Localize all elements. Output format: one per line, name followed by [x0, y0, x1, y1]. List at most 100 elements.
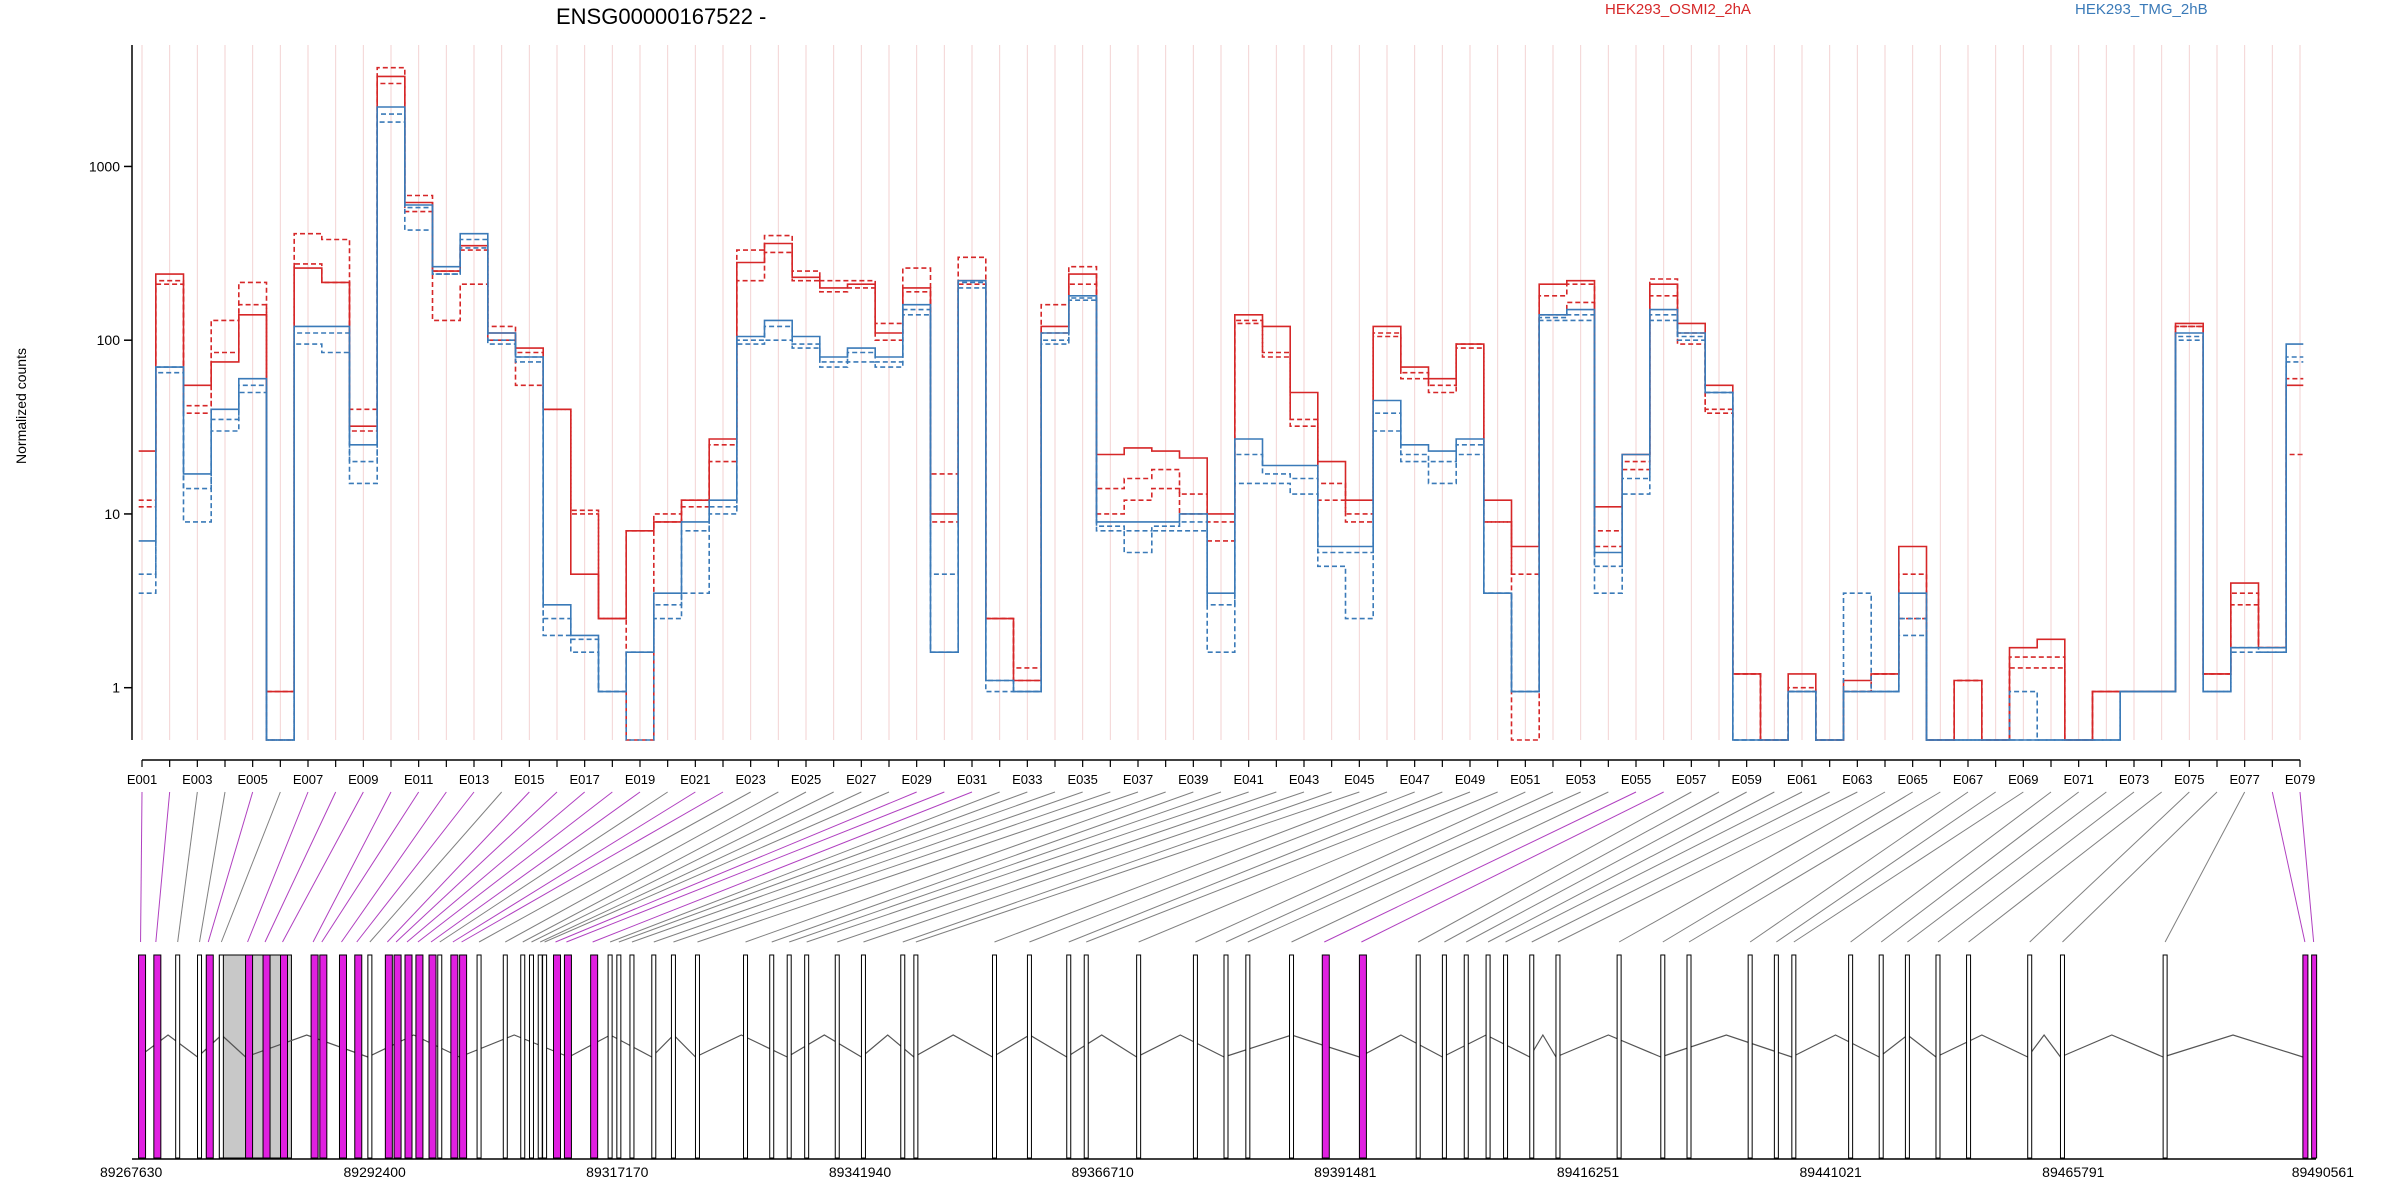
exon-label-e003: E003: [182, 772, 212, 787]
exon-box: [743, 954, 749, 1159]
exon-box: [175, 954, 181, 1159]
exon-connector: [771, 791, 1194, 943]
exon-box: [1026, 954, 1032, 1159]
exon-box: [804, 954, 810, 1159]
coord-label: 89416251: [1557, 1164, 1620, 1180]
exon-connector: [592, 791, 973, 943]
exon-connectors: [140, 791, 2315, 943]
exon-box: [900, 954, 906, 1159]
exon-box: [1136, 954, 1142, 1159]
exon-connector: [505, 791, 779, 943]
series-line-6: [138, 113, 2304, 741]
exon-box: [1083, 954, 1089, 1159]
exon-box: [205, 954, 214, 1159]
exon-connector: [2062, 791, 2218, 943]
exon-connector: [994, 791, 1388, 943]
exon-label-e059: E059: [1731, 772, 1761, 787]
chart-title: ENSG00000167522 -: [556, 4, 766, 29]
exon-label-e073: E073: [2119, 772, 2149, 787]
intron-line: [1791, 1034, 1880, 1058]
coord-label: 89391481: [1314, 1164, 1377, 1180]
exon-connector: [177, 791, 198, 943]
exon-connector: [522, 791, 807, 943]
exon-connector: [915, 791, 1360, 943]
exon-label-e043: E043: [1289, 772, 1319, 787]
exon-box: [428, 954, 437, 1159]
coord-label: 89465791: [2042, 1164, 2105, 1180]
exon-label-e077: E077: [2229, 772, 2259, 787]
exon-label-e049: E049: [1455, 772, 1485, 787]
exon-box: [520, 954, 526, 1159]
series-lines: [138, 66, 2304, 741]
exon-box: [1192, 954, 1198, 1159]
exon-box: [651, 954, 657, 1159]
exon-box: [2027, 954, 2033, 1159]
exon-connector: [540, 791, 862, 943]
exon-box: [1066, 954, 1072, 1159]
exon-label-e079: E079: [2285, 772, 2315, 787]
exon-connector: [673, 791, 1111, 943]
exon-label-e055: E055: [1621, 772, 1651, 787]
y-tick-label: 100: [97, 332, 121, 348]
exon-label-e021: E021: [680, 772, 710, 787]
exon-box: [280, 954, 289, 1159]
exon-connector: [531, 791, 834, 943]
coord-label: 89341940: [829, 1164, 892, 1180]
intron-line: [1359, 1034, 1443, 1058]
exon-box: [913, 954, 919, 1159]
exon-connector: [2299, 791, 2315, 943]
exon-box: [1358, 954, 1367, 1159]
exon-connector: [544, 791, 890, 943]
exon-box: [1223, 954, 1229, 1159]
exon-box: [786, 954, 792, 1159]
exon-connector: [155, 791, 171, 943]
exon-connector: [863, 791, 1305, 943]
exon-box: [502, 954, 508, 1159]
exon-box: [197, 954, 203, 1159]
series-line-4: [138, 106, 2304, 741]
exon-label-e023: E023: [735, 772, 765, 787]
exon-connector: [1505, 791, 1803, 943]
exon-connector: [478, 791, 751, 943]
exon-connector: [806, 791, 1249, 943]
exon-label-e057: E057: [1676, 772, 1706, 787]
exon-connector: [439, 791, 668, 943]
exon-connector: [1793, 791, 2024, 943]
exon-label-e001: E001: [127, 772, 157, 787]
intron-line: [1935, 1034, 2028, 1058]
exon-label-e067: E067: [1953, 772, 1983, 787]
exon-box: [537, 954, 543, 1159]
legend-label-tmg: HEK293_TMG_2hB: [2075, 1, 2208, 18]
exon-label-e019: E019: [625, 772, 655, 787]
exon-label-e005: E005: [237, 772, 267, 787]
exon-connector: [282, 791, 364, 943]
exon-connector: [1557, 791, 1858, 943]
exon-connector: [1688, 791, 1941, 943]
exon-connector: [220, 791, 281, 943]
exon-box: [450, 954, 459, 1159]
exon-connector: [1937, 791, 2135, 943]
exon-connector: [1029, 791, 1415, 943]
exon-connector: [789, 791, 1222, 943]
y-tick-label: 10: [104, 506, 120, 522]
exon-connector: [1776, 791, 1996, 943]
intron-line: [913, 1034, 993, 1058]
coord-label: 89317170: [586, 1164, 649, 1180]
exon-label-e011: E011: [404, 772, 433, 787]
exon-label-e007: E007: [293, 772, 323, 787]
exon-box: [1660, 954, 1666, 1159]
exon-box: [1747, 954, 1753, 1159]
exon-connector: [321, 791, 420, 943]
intron-line: [367, 1034, 460, 1058]
x-axis: E001 E003 E005 E007 E009 E011 E013 E015 E017 E019…: [127, 759, 2315, 787]
exon-label-e015: E015: [514, 772, 544, 787]
exon-connector: [312, 791, 392, 943]
coord-label: 89441021: [1800, 1164, 1863, 1180]
exon-gridlines: [141, 45, 2301, 740]
gene-model: [138, 954, 2318, 1159]
exon-box: [1415, 954, 1421, 1159]
exon-label-e009: E009: [348, 772, 378, 787]
exon-box: [769, 954, 775, 1159]
exon-box: [354, 954, 363, 1159]
exon-box: [834, 954, 840, 1159]
